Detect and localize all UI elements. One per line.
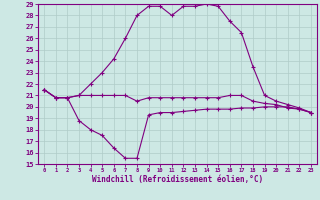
- X-axis label: Windchill (Refroidissement éolien,°C): Windchill (Refroidissement éolien,°C): [92, 175, 263, 184]
